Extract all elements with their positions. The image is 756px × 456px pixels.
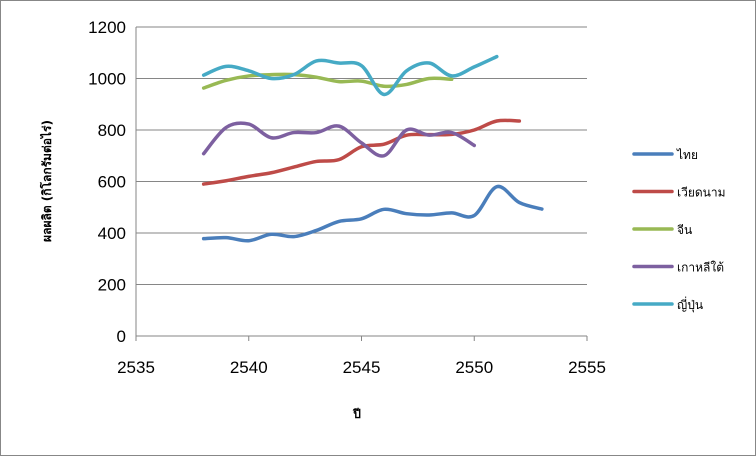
x-tick-label-3: 2550 <box>455 358 493 377</box>
y-tick-label-4: 800 <box>98 121 126 140</box>
x-tick-label-0: 2535 <box>117 358 155 377</box>
y-tick-label-6: 1200 <box>88 18 126 37</box>
y-axis-title: ผลผลิต (กิโลกรัมต่อไร่) <box>39 120 54 242</box>
legend-label-1: ไทย <box>676 148 698 162</box>
series-line-1 <box>201 184 544 243</box>
y-tick-label-5: 1000 <box>88 70 126 89</box>
y-tick-label-1: 200 <box>98 276 126 295</box>
series-line-2 <box>201 118 522 186</box>
legend-label-2: เวียดนาม <box>677 186 726 200</box>
series-line-3 <box>201 72 454 90</box>
series-line-4 <box>201 121 476 158</box>
legend-label-4: เกาหลีใต้ <box>677 261 724 275</box>
x-tick-label-2: 2545 <box>343 358 381 377</box>
y-tick-label-0: 0 <box>117 327 126 346</box>
y-tick-label-3: 600 <box>98 173 126 192</box>
y-tick-label-2: 400 <box>98 224 126 243</box>
legend-label-5: ญี่ปุ่น <box>677 296 703 313</box>
x-axis-title: ปี <box>353 407 362 421</box>
x-tick-label-4: 2555 <box>568 358 606 377</box>
legend-label-3: จีน <box>677 223 692 237</box>
series-line-5 <box>201 54 499 97</box>
x-tick-label-1: 2540 <box>230 358 268 377</box>
